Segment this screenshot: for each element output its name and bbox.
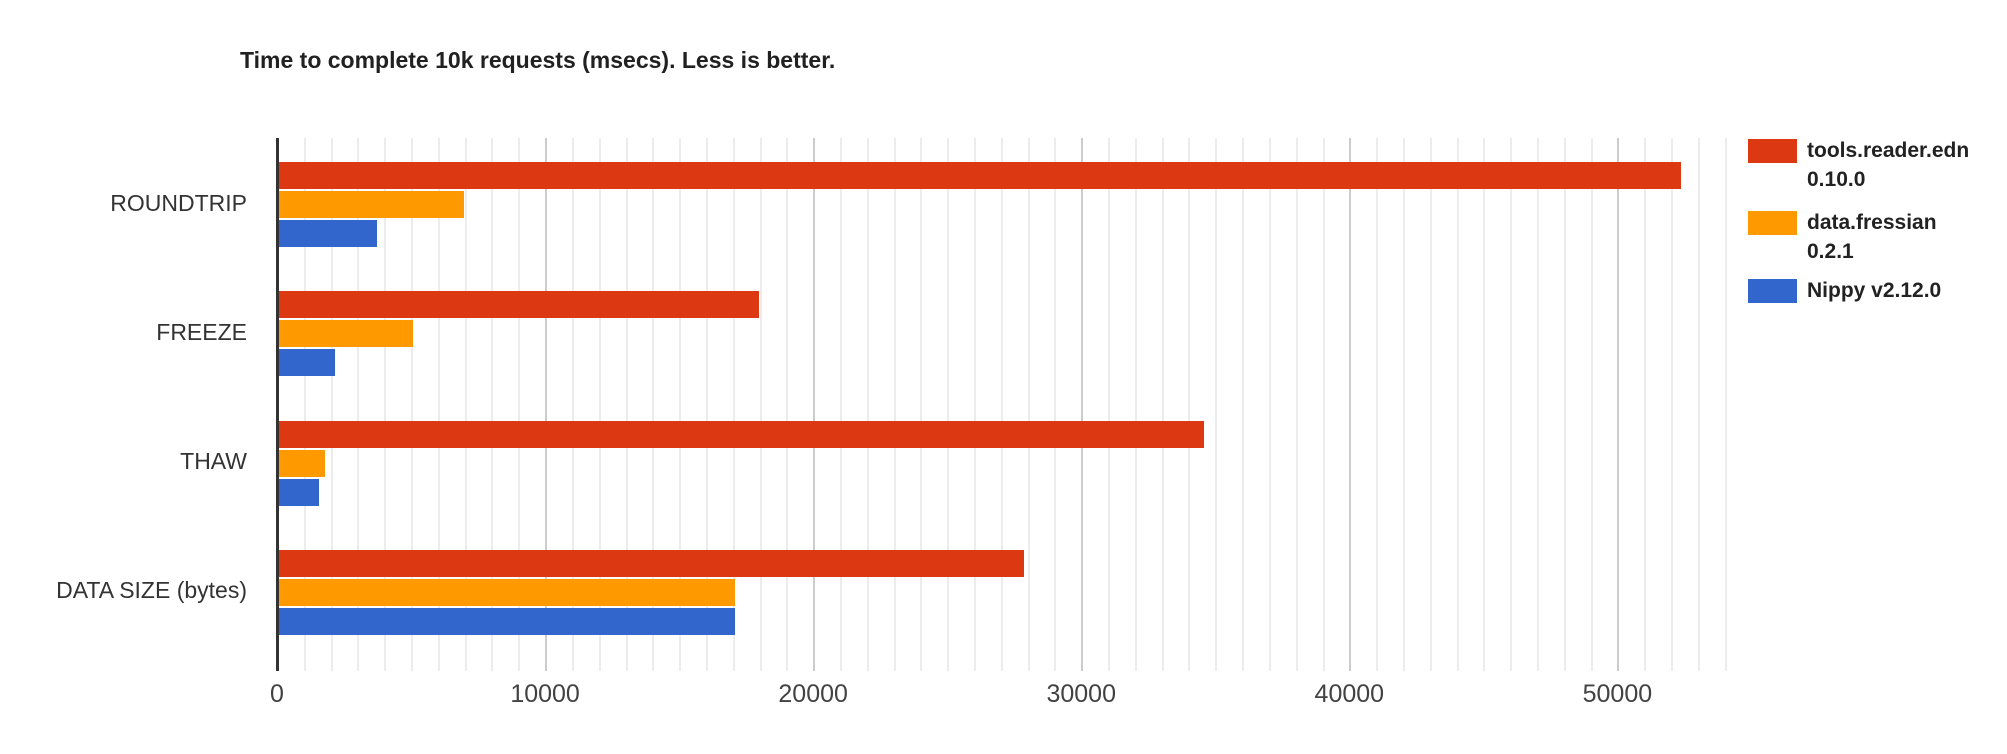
minor-gridline <box>411 138 414 671</box>
minor-gridline <box>705 138 708 671</box>
legend-entry-tools-reader-edn: tools.reader.edn 0.10.0 <box>1748 136 1969 194</box>
minor-gridline <box>1536 138 1539 671</box>
minor-gridline <box>1322 138 1325 671</box>
minor-gridline <box>303 138 306 671</box>
minor-gridline <box>384 138 387 671</box>
bar-freeze-series-0[interactable] <box>279 291 759 319</box>
category-label: FREEZE <box>156 318 247 345</box>
minor-gridline <box>1215 138 1218 671</box>
minor-gridline <box>893 138 896 671</box>
minor-gridline <box>652 138 655 671</box>
category-label: THAW <box>180 448 247 475</box>
minor-gridline <box>1134 138 1137 671</box>
minor-gridline <box>1456 138 1459 671</box>
legend-swatch-red <box>1748 139 1797 163</box>
major-gridline <box>1617 138 1620 671</box>
minor-gridline <box>866 138 869 671</box>
minor-gridline <box>625 138 628 671</box>
legend-swatch-orange <box>1748 211 1797 235</box>
major-gridline <box>1349 138 1352 671</box>
bar-freeze-series-2[interactable] <box>279 349 336 377</box>
minor-gridline <box>1724 138 1727 671</box>
minor-gridline <box>598 138 601 671</box>
minor-gridline <box>1108 138 1111 671</box>
minor-gridline <box>1027 138 1030 671</box>
minor-gridline <box>839 138 842 671</box>
bar-roundtrip-series-0[interactable] <box>279 162 1682 189</box>
minor-gridline <box>1429 138 1432 671</box>
major-gridline <box>1081 138 1084 671</box>
major-gridline <box>813 138 816 671</box>
x-tick-label: 50000 <box>1582 680 1653 708</box>
minor-gridline <box>464 138 467 671</box>
bar-data-size-bytes-series-2[interactable] <box>279 607 735 635</box>
bar-thaw-series-1[interactable] <box>279 449 325 477</box>
legend-entry-data-fressian: data.fressian 0.2.1 <box>1748 208 1937 266</box>
minor-gridline <box>1697 138 1700 671</box>
legend-swatch-blue <box>1748 279 1797 303</box>
bar-data-size-bytes-series-0[interactable] <box>279 549 1025 577</box>
x-tick-label: 20000 <box>778 680 848 708</box>
minor-gridline <box>1483 138 1486 671</box>
y-axis-line <box>276 138 279 671</box>
minor-gridline <box>1644 138 1647 671</box>
minor-gridline <box>679 138 682 671</box>
plot-area <box>277 138 1730 671</box>
minor-gridline <box>1054 138 1057 671</box>
minor-gridline <box>920 138 923 671</box>
minor-gridline <box>571 138 574 671</box>
legend-label-line1: tools.reader.edn <box>1807 139 1970 162</box>
chart-title: Time to complete 10k requests (msecs). L… <box>240 47 836 73</box>
minor-gridline <box>1295 138 1298 671</box>
minor-gridline <box>947 138 950 671</box>
minor-gridline <box>1402 138 1405 671</box>
bar-data-size-bytes-series-1[interactable] <box>279 578 735 606</box>
minor-gridline <box>330 138 333 671</box>
x-tick-label: 40000 <box>1314 680 1385 708</box>
minor-gridline <box>786 138 789 671</box>
minor-gridline <box>1161 138 1164 671</box>
minor-gridline <box>1563 138 1566 671</box>
major-gridline <box>545 138 548 671</box>
minor-gridline <box>1268 138 1271 671</box>
x-tick-label: 10000 <box>510 680 580 708</box>
minor-gridline <box>759 138 762 671</box>
x-tick-label: 0 <box>270 680 284 708</box>
category-label: DATA SIZE (bytes) <box>56 577 247 604</box>
minor-gridline <box>1242 138 1245 671</box>
minor-gridline <box>1510 138 1513 671</box>
bar-roundtrip-series-2[interactable] <box>279 220 377 247</box>
minor-gridline <box>357 138 360 671</box>
legend-label-line2: 0.2.1 <box>1807 240 1854 263</box>
minor-gridline <box>518 138 521 671</box>
legend-label-line1: Nippy v2.12.0 <box>1807 279 1942 302</box>
minor-gridline <box>1000 138 1003 671</box>
minor-gridline <box>1590 138 1593 671</box>
minor-gridline <box>1188 138 1191 671</box>
bar-freeze-series-1[interactable] <box>279 320 414 348</box>
minor-gridline <box>732 138 735 671</box>
minor-gridline <box>1376 138 1379 671</box>
bar-thaw-series-2[interactable] <box>279 478 320 506</box>
bar-roundtrip-series-1[interactable] <box>279 191 464 218</box>
bar-thaw-series-0[interactable] <box>279 420 1204 448</box>
legend-label-line1: data.fressian <box>1807 211 1937 234</box>
minor-gridline <box>1671 138 1674 671</box>
legend-entry-nippy: Nippy v2.12.0 <box>1748 276 1941 305</box>
x-tick-label: 30000 <box>1046 680 1116 708</box>
legend-label-line2: 0.10.0 <box>1807 168 1866 191</box>
category-label: ROUNDTRIP <box>110 189 247 216</box>
minor-gridline <box>437 138 440 671</box>
minor-gridline <box>491 138 494 671</box>
minor-gridline <box>974 138 976 671</box>
